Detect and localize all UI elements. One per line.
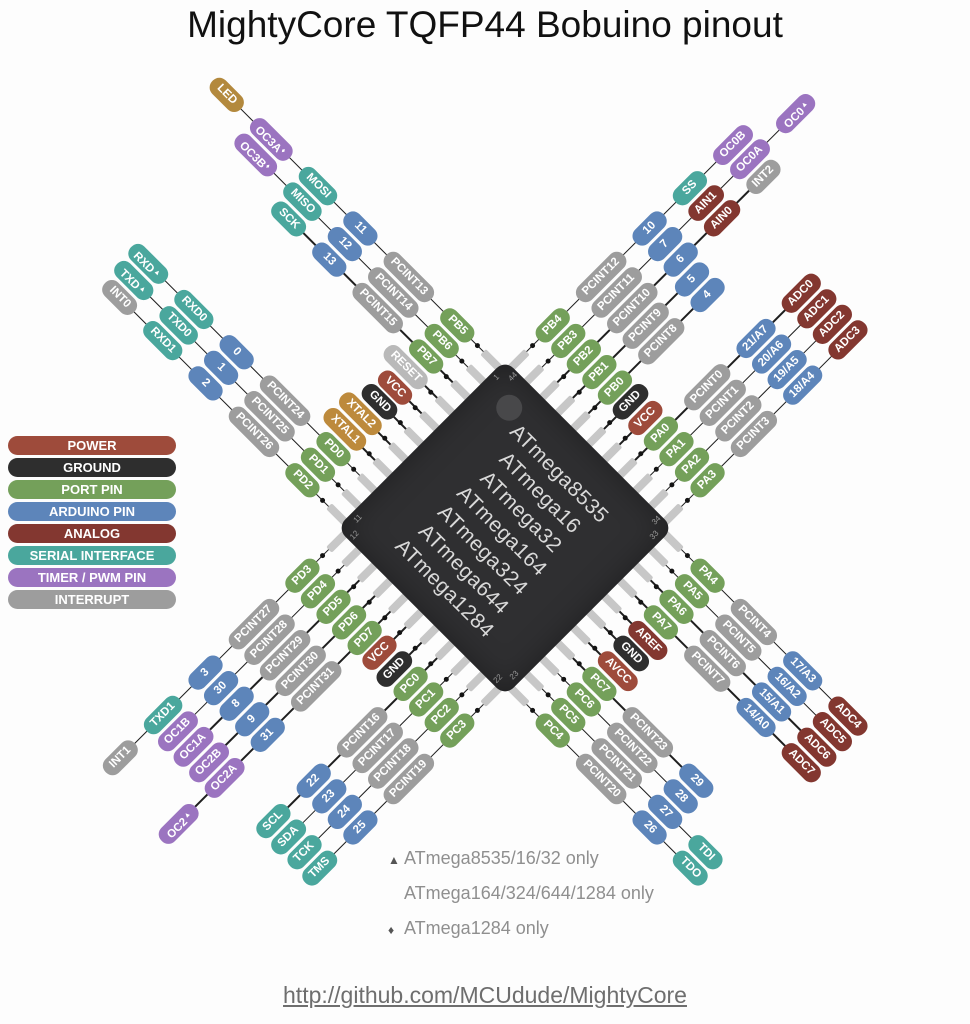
footnote-text: ATmega8535/16/32 only bbox=[404, 848, 599, 868]
pin-chain: PB5 PCINT13 11 MOSI OC3A♦ LED bbox=[205, 73, 505, 373]
footnote: ATmega164/324/644/1284 only bbox=[388, 883, 654, 918]
github-url[interactable]: http://github.com/MCUdude/MightyCore bbox=[283, 982, 687, 1008]
diamond-mark-icon: ♦ bbox=[388, 923, 395, 937]
corner-pin-number: 34 bbox=[650, 513, 663, 527]
triangle-mark-icon: ▲ bbox=[388, 853, 400, 867]
page-title: MightyCore TQFP44 Bobuino pinout bbox=[187, 4, 783, 45]
legend-item-power: POWER bbox=[8, 436, 176, 455]
legend: POWER GROUND PORT PIN ARDUINO PIN ANALOG SERI… bbox=[8, 436, 176, 612]
footnote: ▲ ATmega8535/16/32 only bbox=[388, 848, 654, 883]
corner-pin-number: 12 bbox=[348, 528, 361, 542]
legend-item-analog: ANALOG bbox=[8, 524, 176, 543]
corner-pin-number: 44 bbox=[506, 370, 520, 383]
footnote-text: ATmega164/324/644/1284 only bbox=[404, 883, 654, 903]
legend-item-timer-pwm-pin: TIMER / PWM PIN bbox=[8, 568, 176, 587]
legend-item-interrupt: INTERRUPT bbox=[8, 590, 176, 609]
diamond-mark-icon: ♦ bbox=[263, 162, 272, 171]
legend-item-serial-interface: SERIAL INTERFACE bbox=[8, 546, 176, 565]
footnote-text: ATmega1284 only bbox=[404, 918, 549, 938]
corner-pin-number: 22 bbox=[491, 672, 505, 685]
triangle-mark-icon: ▲ bbox=[152, 267, 162, 278]
legend-item-ground: GROUND bbox=[8, 458, 176, 477]
diamond-mark-icon: ♦ bbox=[279, 147, 287, 155]
corner-pin-number: 33 bbox=[647, 528, 661, 542]
corner-pin-number: 1 bbox=[491, 372, 502, 382]
footnotes: ▲ ATmega8535/16/32 only ATmega164/324/644/… bbox=[388, 848, 654, 953]
triangle-mark-icon: ▲ bbox=[137, 284, 148, 295]
legend-item-port-pin: PORT PIN bbox=[8, 480, 176, 499]
legend-item-arduino-pin: ARDUINO PIN bbox=[8, 502, 176, 521]
footnote: ♦ ATmega1284 only bbox=[388, 918, 654, 953]
pin-chain: PB6 PCINT14 12 MISO OC3B♦ bbox=[230, 129, 490, 389]
